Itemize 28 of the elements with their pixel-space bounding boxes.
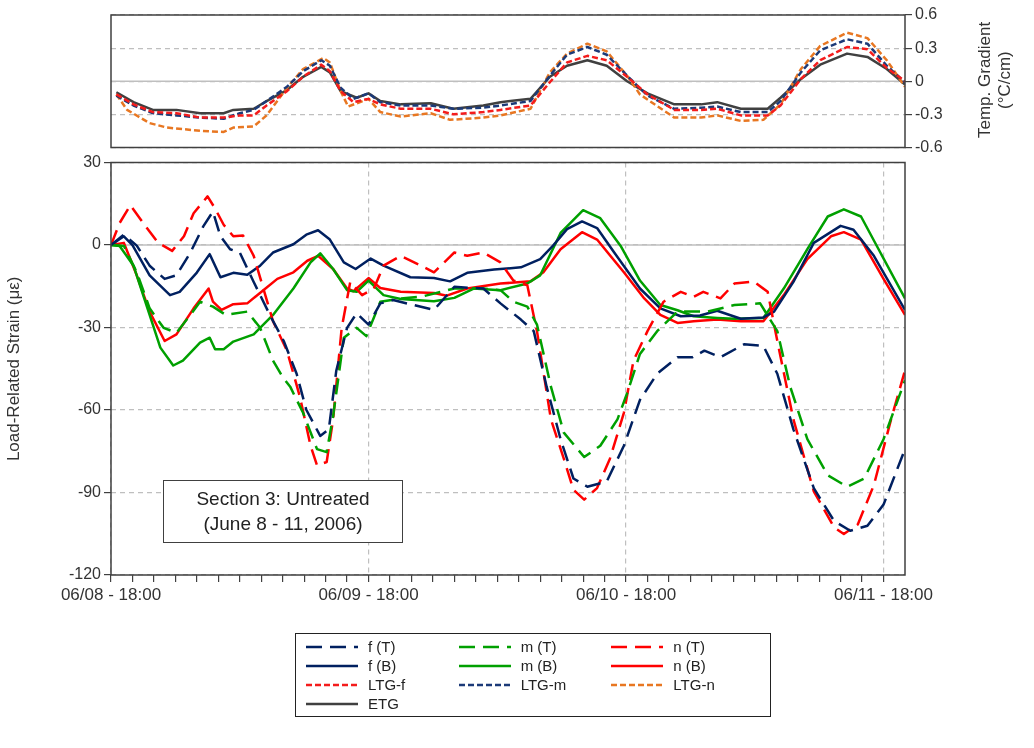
y-tick-label: -120 (68, 565, 102, 583)
y-tick-label: -30 (77, 317, 102, 335)
text-box: Section 3: Untreated (June 8 - 11, 2006) (163, 480, 403, 544)
x-tick-label: 06/09 - 18:00 (318, 584, 419, 604)
y2-tick-label: -0.6 (915, 137, 943, 155)
legend-label: LTG-f (368, 676, 406, 693)
y-tick-label: -90 (77, 482, 102, 500)
legend-label: f (T) (368, 638, 396, 655)
y-tick-label: -60 (77, 400, 102, 418)
y-tick-label: 0 (92, 235, 102, 253)
y2-tick-label: 0.6 (915, 5, 938, 23)
legend-label: ETG (368, 695, 399, 712)
legend-label: LTG-m (520, 676, 567, 693)
x-tick-label: 06/08 - 18:00 (60, 584, 162, 604)
y2-axis-title: Temp. Gradient (°C/cm) (975, 20, 1015, 141)
legend-label: m (B) (520, 657, 558, 674)
y2-tick-label: 0 (915, 71, 924, 89)
x-tick-label: 06/11 - 18:00 (834, 584, 934, 604)
y2-tick-label: 0.3 (915, 38, 938, 56)
y-tick-label: 30 (83, 153, 102, 171)
legend-label: LTG-n (673, 676, 715, 693)
y-axis-title: Load-Related Strain (με) (3, 276, 23, 462)
legend-label: m (T) (520, 638, 557, 655)
legend-label: n (T) (673, 638, 705, 655)
legend-label: f (B) (368, 657, 397, 674)
x-tick-label: 06/10 - 18:00 (575, 584, 677, 604)
legend-label: n (B) (673, 657, 706, 674)
y2-tick-label: -0.3 (915, 104, 943, 122)
